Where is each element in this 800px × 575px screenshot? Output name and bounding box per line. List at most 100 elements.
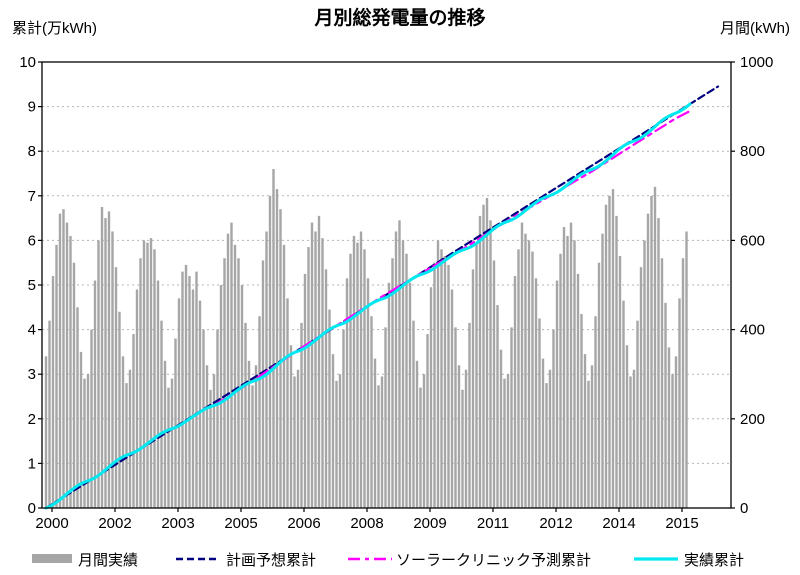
- x-axis-tick-label: 2014: [602, 515, 635, 532]
- bar-month: [254, 365, 258, 508]
- bar-month: [153, 249, 156, 508]
- left-axis-tick-label: 10: [19, 54, 36, 71]
- bar-month: [517, 249, 520, 508]
- left-axis-tick-label: 9: [28, 99, 36, 116]
- right-axis-tick-label: 1000: [740, 54, 773, 71]
- bar-month: [566, 235, 569, 508]
- left-axis-tick-label: 8: [28, 143, 36, 160]
- bar-month: [177, 298, 181, 508]
- bar-month: [405, 253, 408, 508]
- bar-month: [419, 387, 422, 508]
- bar-month: [359, 231, 363, 509]
- bar-month: [135, 289, 139, 508]
- bar-month: [597, 262, 601, 508]
- bar-month: [524, 233, 527, 508]
- bar-month: [303, 273, 307, 508]
- bar-month: [328, 309, 331, 508]
- bar-month: [447, 264, 450, 508]
- bar-month: [198, 300, 202, 508]
- x-axis-tick-label: 2011: [477, 515, 509, 532]
- bar-month: [667, 347, 671, 508]
- bar-month: [636, 320, 639, 508]
- bar-month: [310, 222, 314, 508]
- bar-month: [335, 380, 338, 508]
- bar-month: [604, 204, 608, 508]
- bar-month: [513, 276, 517, 508]
- bar-month: [440, 249, 443, 508]
- bar-month: [433, 262, 436, 508]
- bar-month: [506, 374, 510, 508]
- bar-month: [65, 222, 69, 508]
- bar-month: [412, 320, 415, 508]
- bar-month: [499, 349, 503, 508]
- bar-month: [142, 240, 146, 508]
- bar-month: [394, 231, 398, 509]
- bar-month: [188, 276, 191, 508]
- bar-month: [321, 238, 324, 509]
- bar-month: [76, 307, 79, 508]
- bar-month: [62, 209, 65, 508]
- bar-month: [674, 356, 678, 508]
- bar-month: [296, 369, 300, 508]
- bar-month: [268, 195, 272, 509]
- bar-month: [289, 345, 293, 508]
- bar-month: [111, 231, 114, 509]
- bar-month: [349, 253, 352, 508]
- bar-month: [520, 222, 524, 508]
- bar-month: [681, 258, 685, 508]
- bar-month: [503, 378, 506, 508]
- bar-month: [184, 264, 188, 508]
- left-axis-tick-label: 1: [28, 455, 36, 472]
- x-axis-tick-label: 2008: [350, 515, 383, 532]
- bar-month: [454, 327, 457, 508]
- legend-label-planned-cumulative: 計画予想累計: [226, 552, 316, 569]
- bar-month: [44, 356, 48, 508]
- x-axis-tick-label: 2006: [287, 515, 320, 532]
- bar-month: [58, 213, 62, 508]
- bar-month: [279, 209, 282, 508]
- bar-month: [426, 334, 429, 508]
- bar-month: [443, 256, 447, 508]
- bar-month: [492, 260, 496, 508]
- bar-month: [580, 313, 583, 508]
- bar-month: [107, 211, 111, 508]
- bar-month: [569, 222, 573, 508]
- right-axis-tick-label: 800: [740, 143, 765, 160]
- bar-month: [475, 242, 478, 508]
- bar-month: [415, 360, 419, 508]
- bar-month: [622, 300, 625, 508]
- bar-month: [471, 269, 475, 508]
- legend-item-actual-cumulative: 実績累計: [634, 552, 744, 569]
- right-axis-tick-label: 0: [740, 500, 748, 517]
- bar-month: [555, 280, 559, 508]
- bar-month: [401, 240, 405, 508]
- bar-month: [300, 322, 303, 508]
- cumulative-lines: [44, 85, 720, 510]
- bar-month: [363, 249, 366, 508]
- x-axis-tick-label: 2005: [224, 515, 257, 532]
- bar-month: [97, 240, 100, 508]
- bar-month: [83, 378, 86, 508]
- bar-month: [317, 215, 321, 508]
- bar-month: [261, 260, 265, 508]
- right-axis-tick-label: 400: [740, 322, 765, 339]
- bar-month: [545, 383, 548, 508]
- bar-month: [611, 189, 615, 509]
- bar-month: [251, 385, 254, 508]
- bar-month: [132, 334, 135, 508]
- bar-month: [216, 329, 219, 508]
- bar-month: [125, 383, 128, 508]
- bar-month: [48, 320, 51, 508]
- legend-item-planned-cumulative: 計画予想累計: [176, 552, 316, 569]
- legend-item-monthly-actual: 月間実績: [32, 552, 138, 569]
- bar-month: [671, 374, 674, 508]
- bar-month: [55, 244, 58, 509]
- bar-month: [496, 305, 499, 508]
- bar-month: [240, 285, 244, 508]
- bar-month: [307, 247, 310, 508]
- bar-month: [482, 204, 485, 508]
- bar-month: [461, 389, 464, 508]
- bar-month: [314, 231, 317, 509]
- bar-month: [384, 327, 387, 508]
